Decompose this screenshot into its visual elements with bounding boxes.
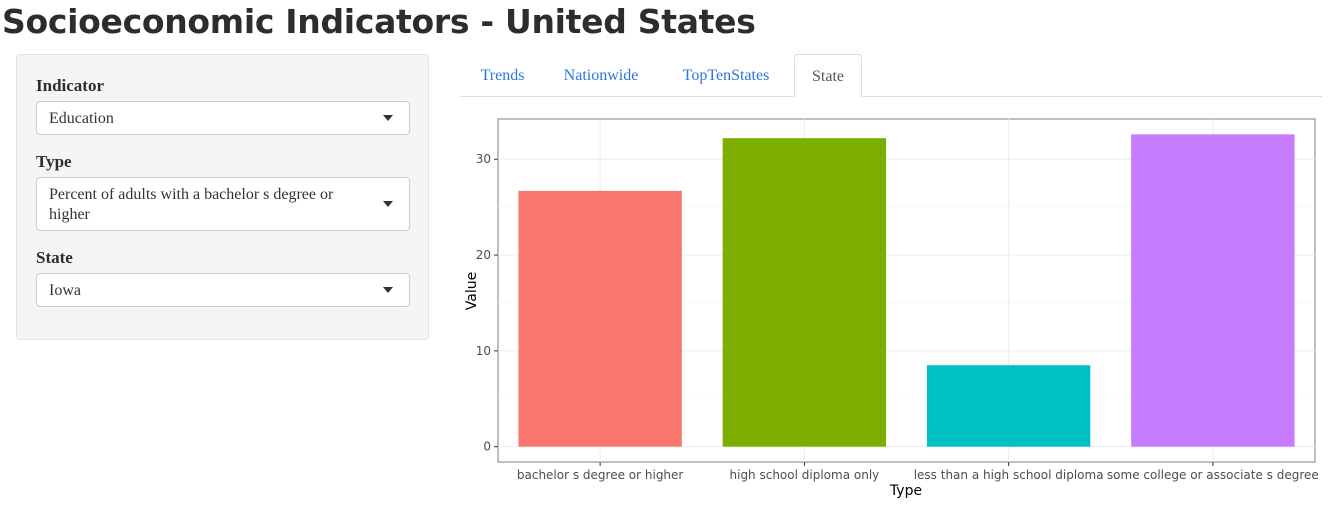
y-tick-label: 30: [476, 152, 491, 166]
chevron-down-icon: [383, 201, 393, 207]
y-tick-label: 20: [476, 248, 491, 262]
x-tick-label: less than a high school diploma: [914, 468, 1104, 482]
state-select[interactable]: Iowa: [36, 273, 410, 307]
chevron-down-icon: [383, 287, 393, 293]
indicator-label: Indicator: [36, 76, 104, 95]
y-tick-label: 0: [483, 440, 491, 454]
tab-toptenstates[interactable]: TopTenStates: [682, 67, 770, 84]
page-title: Socioeconomic Indicators - United States: [2, 2, 756, 41]
type-label: Type: [36, 152, 72, 171]
state-select-value: Iowa: [49, 282, 81, 299]
tab-trends[interactable]: Trends: [480, 67, 525, 84]
y-axis-title: Value: [464, 272, 480, 310]
type-select[interactable]: Percent of adults with a bachelor s degr…: [36, 177, 410, 231]
type-select-value: Percent of adults with a bachelor s degr…: [49, 186, 334, 223]
bar: [518, 190, 682, 447]
indicator-select-value: Education: [49, 110, 114, 127]
bar: [926, 365, 1091, 447]
bar: [1131, 134, 1295, 447]
tab-state[interactable]: State: [794, 54, 862, 98]
tab-nationwide[interactable]: Nationwide: [563, 67, 639, 84]
y-axis: 0 10 20 30: [476, 152, 498, 454]
state-label: State: [36, 248, 73, 267]
x-tick-label: bachelor s degree or higher: [517, 468, 684, 482]
x-axis: bachelor s degree or higher high school d…: [517, 462, 1319, 482]
indicator-select[interactable]: Education: [36, 101, 410, 135]
sidebar-panel: Indicator Education Type Percent of adul…: [16, 54, 429, 340]
x-tick-label: high school diploma only: [730, 468, 880, 482]
y-tick-label: 10: [476, 344, 491, 358]
tab-bar: Trends Nationwide TopTenStates State: [460, 54, 1322, 98]
chevron-down-icon: [383, 115, 393, 121]
x-axis-title: Type: [889, 483, 922, 499]
bars: [518, 134, 1295, 447]
bar: [722, 138, 887, 447]
x-tick-label: some college or associate s degree: [1107, 468, 1319, 482]
